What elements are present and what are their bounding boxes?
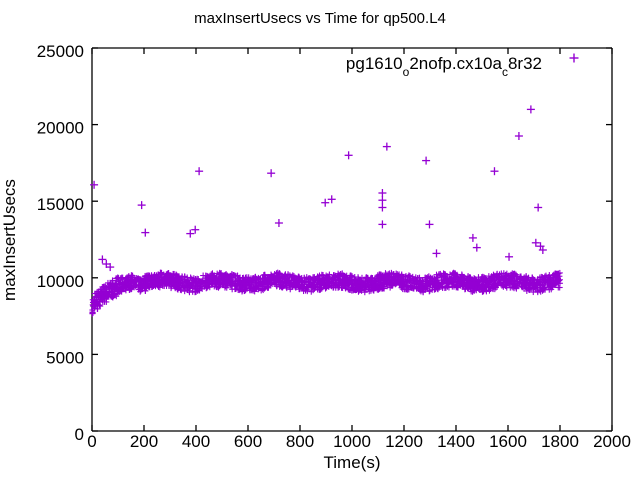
svg-text:0: 0 [75, 425, 84, 444]
svg-text:20000: 20000 [37, 119, 84, 138]
svg-text:1600: 1600 [489, 432, 527, 451]
svg-text:10000: 10000 [37, 272, 84, 291]
svg-text:800: 800 [286, 432, 314, 451]
svg-text:400: 400 [182, 432, 210, 451]
svg-text:maxInsertUsecs: maxInsertUsecs [0, 179, 19, 301]
svg-text:1000: 1000 [333, 432, 371, 451]
svg-text:0: 0 [87, 432, 96, 451]
svg-text:1800: 1800 [541, 432, 579, 451]
svg-text:2000: 2000 [593, 432, 631, 451]
svg-text:pg1610o2nofp.cx10ac8r32: pg1610o2nofp.cx10ac8r32 [346, 54, 542, 79]
svg-text:5000: 5000 [46, 348, 84, 367]
svg-text:1400: 1400 [437, 432, 475, 451]
svg-text:200: 200 [130, 432, 158, 451]
svg-text:600: 600 [234, 432, 262, 451]
svg-text:1200: 1200 [385, 432, 423, 451]
svg-text:Time(s): Time(s) [324, 453, 381, 472]
svg-text:15000: 15000 [37, 195, 84, 214]
svg-text:25000: 25000 [37, 42, 84, 61]
